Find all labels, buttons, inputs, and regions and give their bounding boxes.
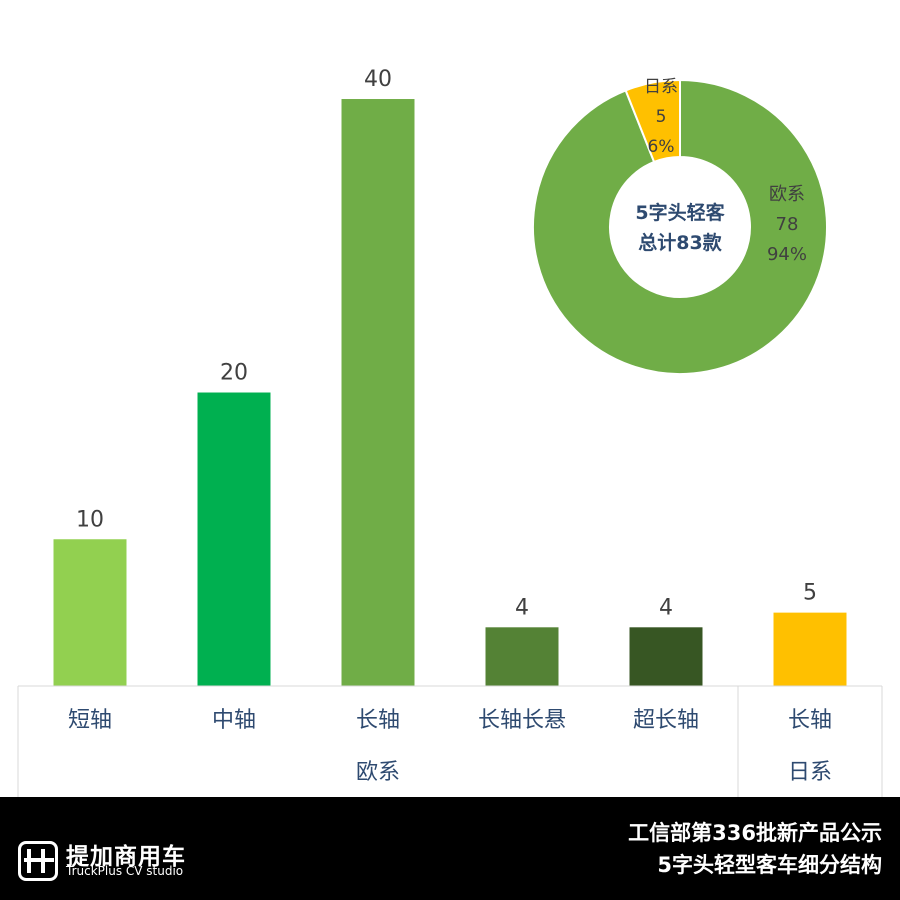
bar-value-label-3: 4 <box>515 595 529 620</box>
x-group-label-0: 欧系 <box>356 760 400 785</box>
x-tick-label-2: 长轴 <box>356 708 400 733</box>
bar-value-label-0: 10 <box>76 507 104 532</box>
x-tick-label-0: 短轴 <box>68 708 112 733</box>
bar-5 <box>773 612 847 686</box>
bar-3 <box>485 627 559 686</box>
bar-0 <box>53 539 127 686</box>
footer-title-line2: 5字头轻型客车细分结构 <box>657 853 882 877</box>
donut-slice-label-0-line-1: 78 <box>776 214 799 235</box>
donut-slice-label-0: 欧系 78 94% <box>767 184 807 265</box>
donut-slice-label-1-line-0: 日系 <box>644 77 678 97</box>
footer-banner: 提加商用车 TruckPlus CV studio 工信部第336批新产品公示 … <box>0 797 900 900</box>
x-tick-label-1: 中轴 <box>212 708 256 733</box>
bar-1 <box>197 392 271 686</box>
brand-name-cn: 提加商用车 <box>66 844 186 870</box>
footer-title-line1: 工信部第336批新产品公示 <box>628 821 882 845</box>
bar-value-label-1: 20 <box>220 361 248 386</box>
x-tick-label-5: 长轴 <box>788 708 832 733</box>
donut-center-text-0: 5字头轻客 <box>635 201 725 224</box>
donut-slice-1 <box>624 78 681 164</box>
donut-slice-label-1-line-1: 5 <box>656 107 667 127</box>
bar-value-label-5: 5 <box>803 581 817 606</box>
donut-slice-label-0-line-2: 94% <box>767 244 807 265</box>
bar-value-label-2: 40 <box>364 67 392 92</box>
x-tick-label-3: 长轴长悬 <box>478 708 566 733</box>
bar-4 <box>629 627 703 686</box>
donut-slice-label-0-line-0: 欧系 <box>769 184 805 205</box>
x-group-label-1: 日系 <box>788 760 832 785</box>
truckplus-logo-icon <box>18 841 58 881</box>
brand-name-en: TruckPlus CV studio <box>66 864 184 878</box>
bar-2 <box>341 99 415 686</box>
bar-value-label-4: 4 <box>659 595 673 620</box>
x-tick-label-4: 超长轴 <box>633 708 699 733</box>
donut-center-text-1: 总计83款 <box>638 231 722 254</box>
donut-slice-label-1-line-2: 6% <box>648 137 675 157</box>
donut-slice-label-1: 日系 5 6% <box>644 77 678 157</box>
donut-slice-0 <box>532 78 828 375</box>
